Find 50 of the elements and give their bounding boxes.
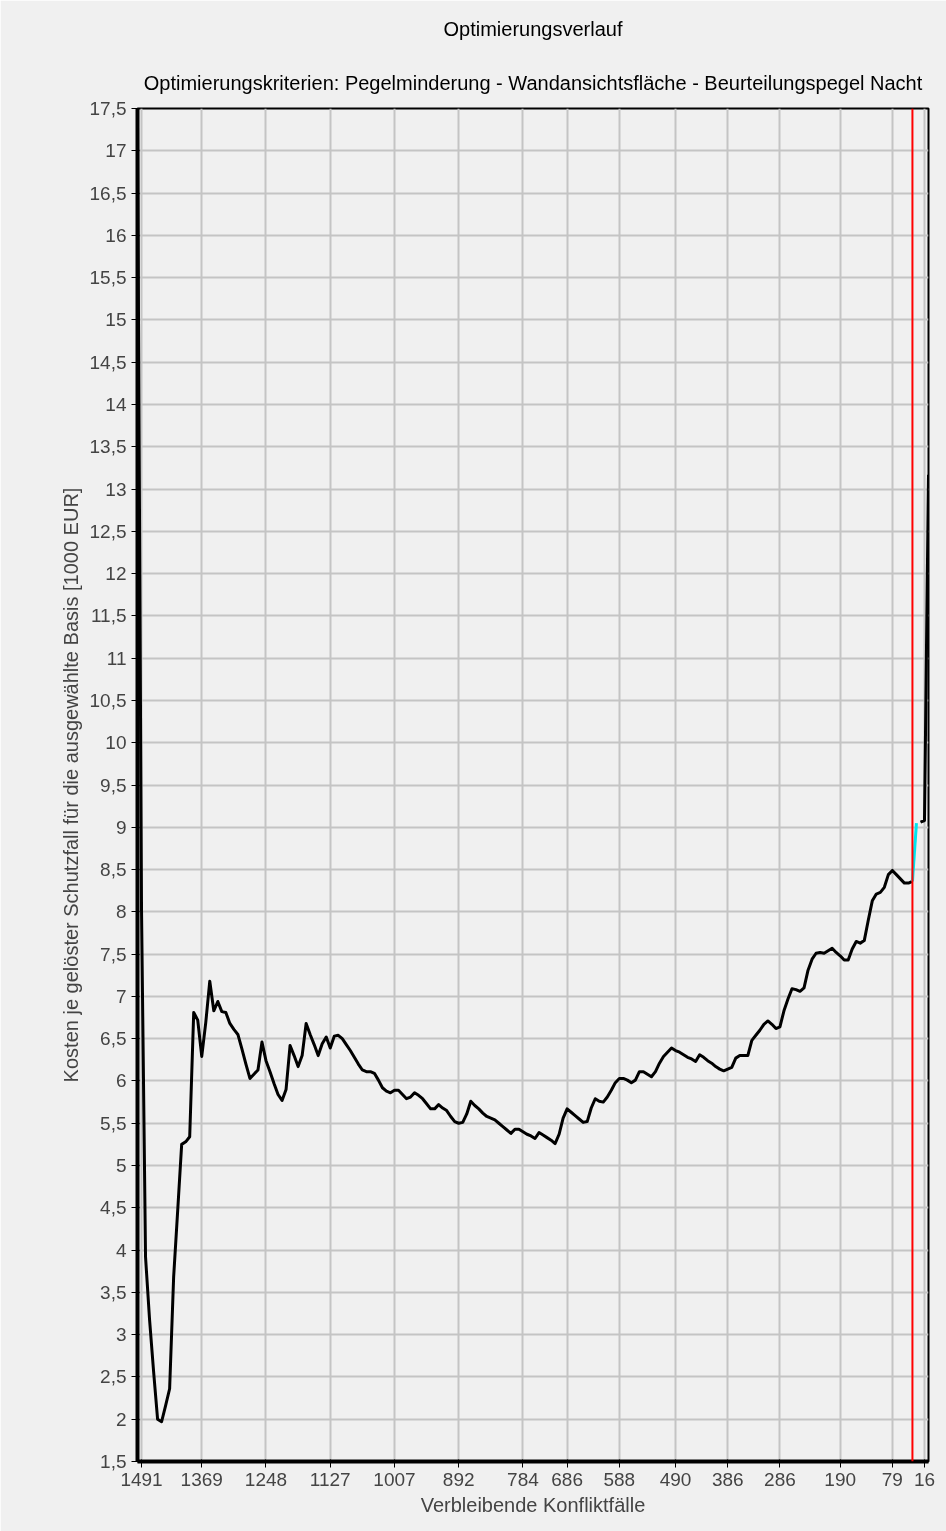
y-tick-label: 10 [105, 732, 127, 754]
y-tick-label: 2,5 [100, 1366, 127, 1388]
y-axis-title: Kosten je gelöster Schutzfall für die ausgewählte Basis [1000 EUR] [59, 487, 82, 1083]
x-tick-label: 784 [507, 1468, 540, 1490]
y-tick-label: 4 [115, 1239, 127, 1261]
y-tick-label: 3 [115, 1324, 127, 1346]
y-tick-label: 4,5 [100, 1197, 127, 1219]
y-tick-label: 6,5 [100, 1028, 127, 1050]
y-tick-label: 14,5 [89, 351, 127, 373]
y-tick-label: 13 [105, 478, 127, 500]
x-tick-label: 1248 [244, 1468, 288, 1490]
x-tick-label: 1127 [309, 1468, 351, 1490]
chart-subtitle: Optimierungskriterien: Pegelminderung - Wandansichtsfläche - Beurteilungspegel Nacht [143, 71, 923, 94]
y-tick-label: 2 [115, 1408, 127, 1430]
y-tick-label: 16 [105, 224, 127, 246]
x-tick-label: 490 [659, 1468, 692, 1490]
y-tick-label: 3,5 [100, 1281, 127, 1303]
y-tick-label: 6 [115, 1070, 127, 1092]
x-tick-label: 588 [603, 1468, 636, 1490]
y-tick-label: 8,5 [100, 859, 127, 881]
x-tick-label: 286 [764, 1468, 796, 1490]
chart-title: Optimierungsverlauf [443, 17, 623, 40]
x-tick-label: 16 [913, 1468, 936, 1490]
x-tick-label: 386 [711, 1468, 744, 1490]
x-tick-label: 892 [442, 1468, 475, 1490]
y-tick-label: 16,5 [89, 182, 127, 204]
y-tick-label: 15 [105, 309, 127, 331]
x-axis-title: Verbleibende Konfliktfälle [420, 1493, 646, 1516]
y-tick-label: 9,5 [100, 774, 127, 796]
y-tick-label: 9 [115, 816, 127, 838]
y-tick-label: 14 [105, 393, 127, 415]
y-tick-label: 12 [105, 563, 127, 585]
y-tick-label: 12,5 [89, 520, 127, 542]
y-tick-label: 11 [106, 647, 127, 669]
y-tick-label: 7,5 [100, 943, 127, 965]
x-tick-label: 1369 [180, 1468, 223, 1490]
x-tick-label: 1007 [373, 1468, 416, 1490]
y-tick-label: 11,5 [90, 605, 127, 627]
y-tick-label: 13,5 [89, 436, 127, 458]
x-tick-label: 190 [824, 1468, 857, 1490]
y-tick-label: 15,5 [89, 267, 127, 289]
x-tick-label: 686 [551, 1468, 583, 1490]
y-tick-label: 10,5 [89, 689, 127, 711]
y-tick-label: 17,5 [89, 98, 127, 119]
y-tick-label: 17 [105, 140, 127, 162]
y-tick-label: 7 [115, 985, 127, 1007]
y-tick-label: 5,5 [100, 1112, 127, 1134]
x-tick-label: 79 [881, 1468, 903, 1490]
y-tick-label: 8 [115, 901, 127, 923]
y-tick-label: 5 [115, 1155, 127, 1177]
